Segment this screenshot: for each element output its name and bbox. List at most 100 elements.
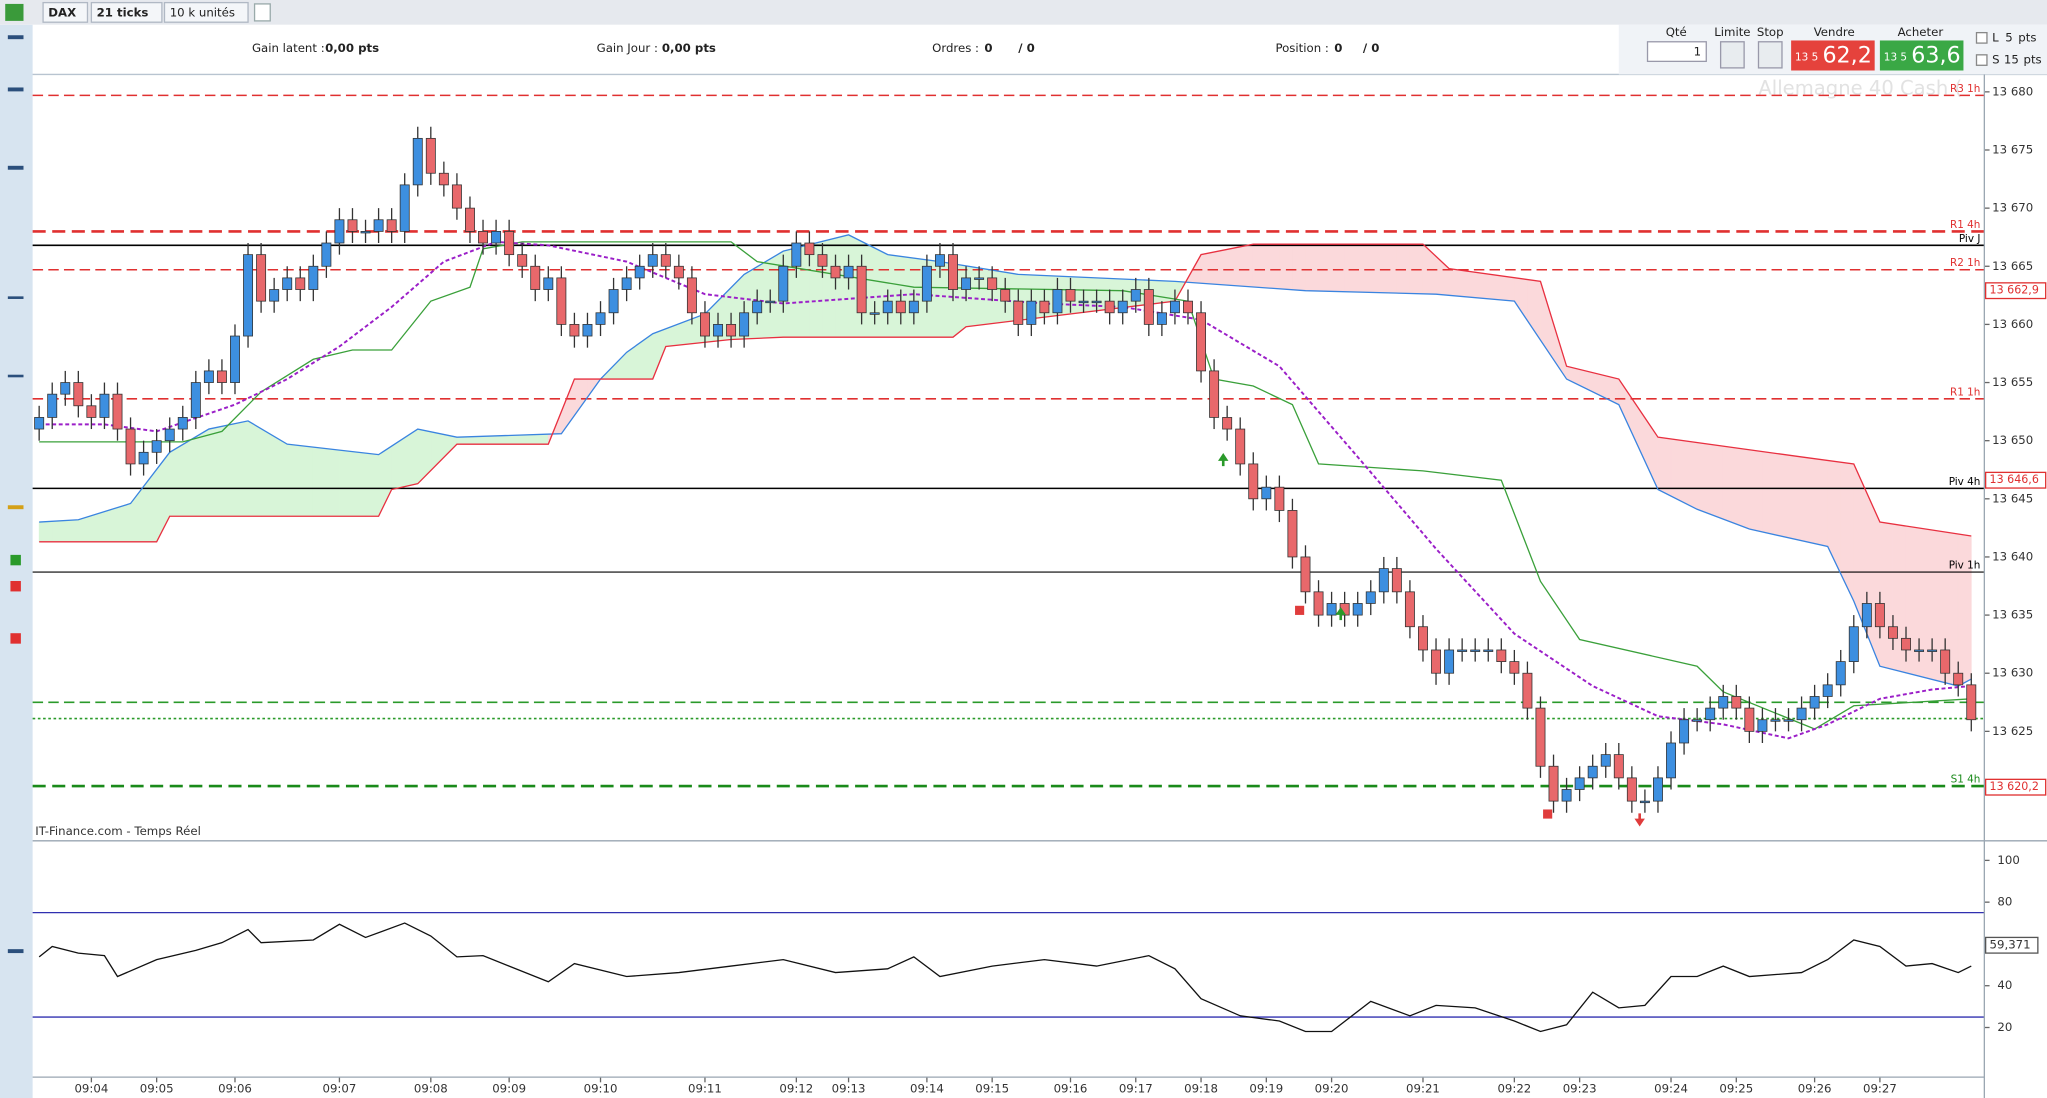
tool-icon[interactable] (7, 165, 24, 170)
candle-body (1887, 626, 1898, 639)
sell-button[interactable] (1791, 40, 1875, 71)
s-value[interactable]: 15 (2004, 53, 2019, 67)
candle-body (908, 300, 919, 314)
x-tick-label: 09:21 (1406, 1081, 1440, 1095)
units-select[interactable] (163, 1, 249, 23)
candle-body (1156, 312, 1167, 325)
tool-icon[interactable] (7, 87, 24, 92)
candle-body (752, 300, 763, 314)
candle-body (882, 300, 893, 314)
cloud-fill (613, 351, 627, 380)
candle-body (1117, 300, 1128, 314)
level-label: S1 4h (1951, 773, 1981, 785)
instrument[interactable]: DAX (48, 6, 76, 20)
cloud-fill (978, 267, 993, 326)
tool-icon[interactable] (7, 35, 24, 40)
top-toolbar (0, 0, 2047, 25)
cloud-fill (1083, 276, 1097, 313)
candle-body (1679, 719, 1690, 744)
candle-body (830, 265, 841, 279)
candle-body (673, 265, 684, 279)
candle-body (713, 324, 723, 337)
candle-body (1770, 719, 1781, 722)
cloud-fill (1396, 243, 1411, 294)
buy-prefix[interactable]: 13 5 (1884, 51, 1907, 63)
tool-icon[interactable] (7, 949, 24, 954)
candle-body (517, 254, 528, 267)
info-button[interactable] (253, 3, 271, 22)
cloud-fill (1827, 460, 1842, 574)
cloud-fill (534, 433, 549, 445)
candle-body (1653, 777, 1663, 802)
candle-body (1418, 626, 1428, 651)
y-tick-label: 13 675 (1992, 142, 2033, 156)
tool-icon[interactable] (7, 374, 24, 378)
candle-body (1809, 696, 1820, 709)
x-tick-label: 09:13 (832, 1081, 866, 1095)
oscillator-line (38, 922, 1972, 1033)
limit-button[interactable] (1719, 41, 1745, 69)
level-label: R1 4h (1950, 219, 1980, 231)
tool-icon[interactable] (7, 296, 24, 299)
cloud-fill (1762, 451, 1776, 536)
buy-button[interactable] (1879, 40, 1964, 71)
signal-arrow-up (1335, 607, 1346, 621)
candle-body (1470, 649, 1481, 652)
candle-body (974, 277, 985, 280)
candle-body (530, 265, 541, 290)
units[interactable]: 10 k unités (170, 6, 235, 20)
sell-prefix[interactable]: 13 5 (1795, 51, 1818, 63)
candle-body (1848, 626, 1859, 662)
candle-body (1444, 649, 1455, 674)
tool-icon[interactable] (10, 580, 21, 592)
cloud-fill (639, 333, 654, 380)
qty-input[interactable] (1646, 41, 1707, 63)
candle-body (504, 230, 515, 256)
candle-body (804, 242, 815, 256)
cloud-fill (1279, 243, 1293, 291)
cloud-fill (822, 237, 836, 338)
tool-icon[interactable] (10, 633, 21, 644)
y-tick-label: 13 640 (1992, 549, 2033, 563)
x-tick-label: 09:14 (910, 1081, 944, 1095)
logo-icon[interactable] (5, 3, 24, 21)
cloud-fill (900, 256, 915, 338)
x-tick-label: 09:12 (779, 1081, 813, 1095)
candle-body (1209, 370, 1220, 418)
ticks-select[interactable] (90, 1, 163, 23)
buy-price[interactable]: 63,6 (1911, 43, 1960, 69)
s-checkbox[interactable] (1975, 54, 1988, 66)
candle-body (1783, 719, 1794, 722)
y-tick-label: 13 655 (1992, 375, 2033, 389)
x-tick-label: 09:05 (140, 1081, 174, 1095)
price-tag (1984, 778, 2047, 796)
candle-body (151, 440, 162, 453)
cloud-fill (143, 468, 157, 543)
cloud-fill (1605, 375, 1620, 406)
qty[interactable]: 1 (1694, 45, 1701, 59)
stop-button[interactable] (1757, 41, 1783, 69)
cloud-fill (352, 451, 366, 517)
candle-body (1626, 777, 1637, 802)
ticks[interactable]: 21 ticks (97, 6, 149, 20)
candle-body (921, 265, 932, 302)
instrument-select[interactable] (42, 1, 89, 23)
candle-body (686, 277, 697, 314)
candle-body (1143, 289, 1154, 325)
x-tick-label: 09:20 (1315, 1081, 1349, 1095)
x-tick-label: 09:06 (218, 1081, 252, 1095)
sell-price[interactable]: 62,2 (1822, 43, 1871, 69)
tool-icon[interactable] (10, 554, 21, 566)
stat-label: Position : (1275, 41, 1328, 55)
candle-body (1378, 568, 1389, 593)
l-checkbox[interactable] (1975, 31, 1988, 44)
candle-body (465, 207, 475, 232)
candle-body (1104, 300, 1115, 314)
candle-body (1261, 486, 1272, 500)
y-tick-label: 20 (1997, 1020, 2012, 1034)
tool-icons (7, 35, 24, 954)
cloud-fill (273, 435, 288, 517)
tool-icon[interactable] (7, 505, 24, 510)
l-value[interactable]: 5 (2005, 30, 2012, 44)
